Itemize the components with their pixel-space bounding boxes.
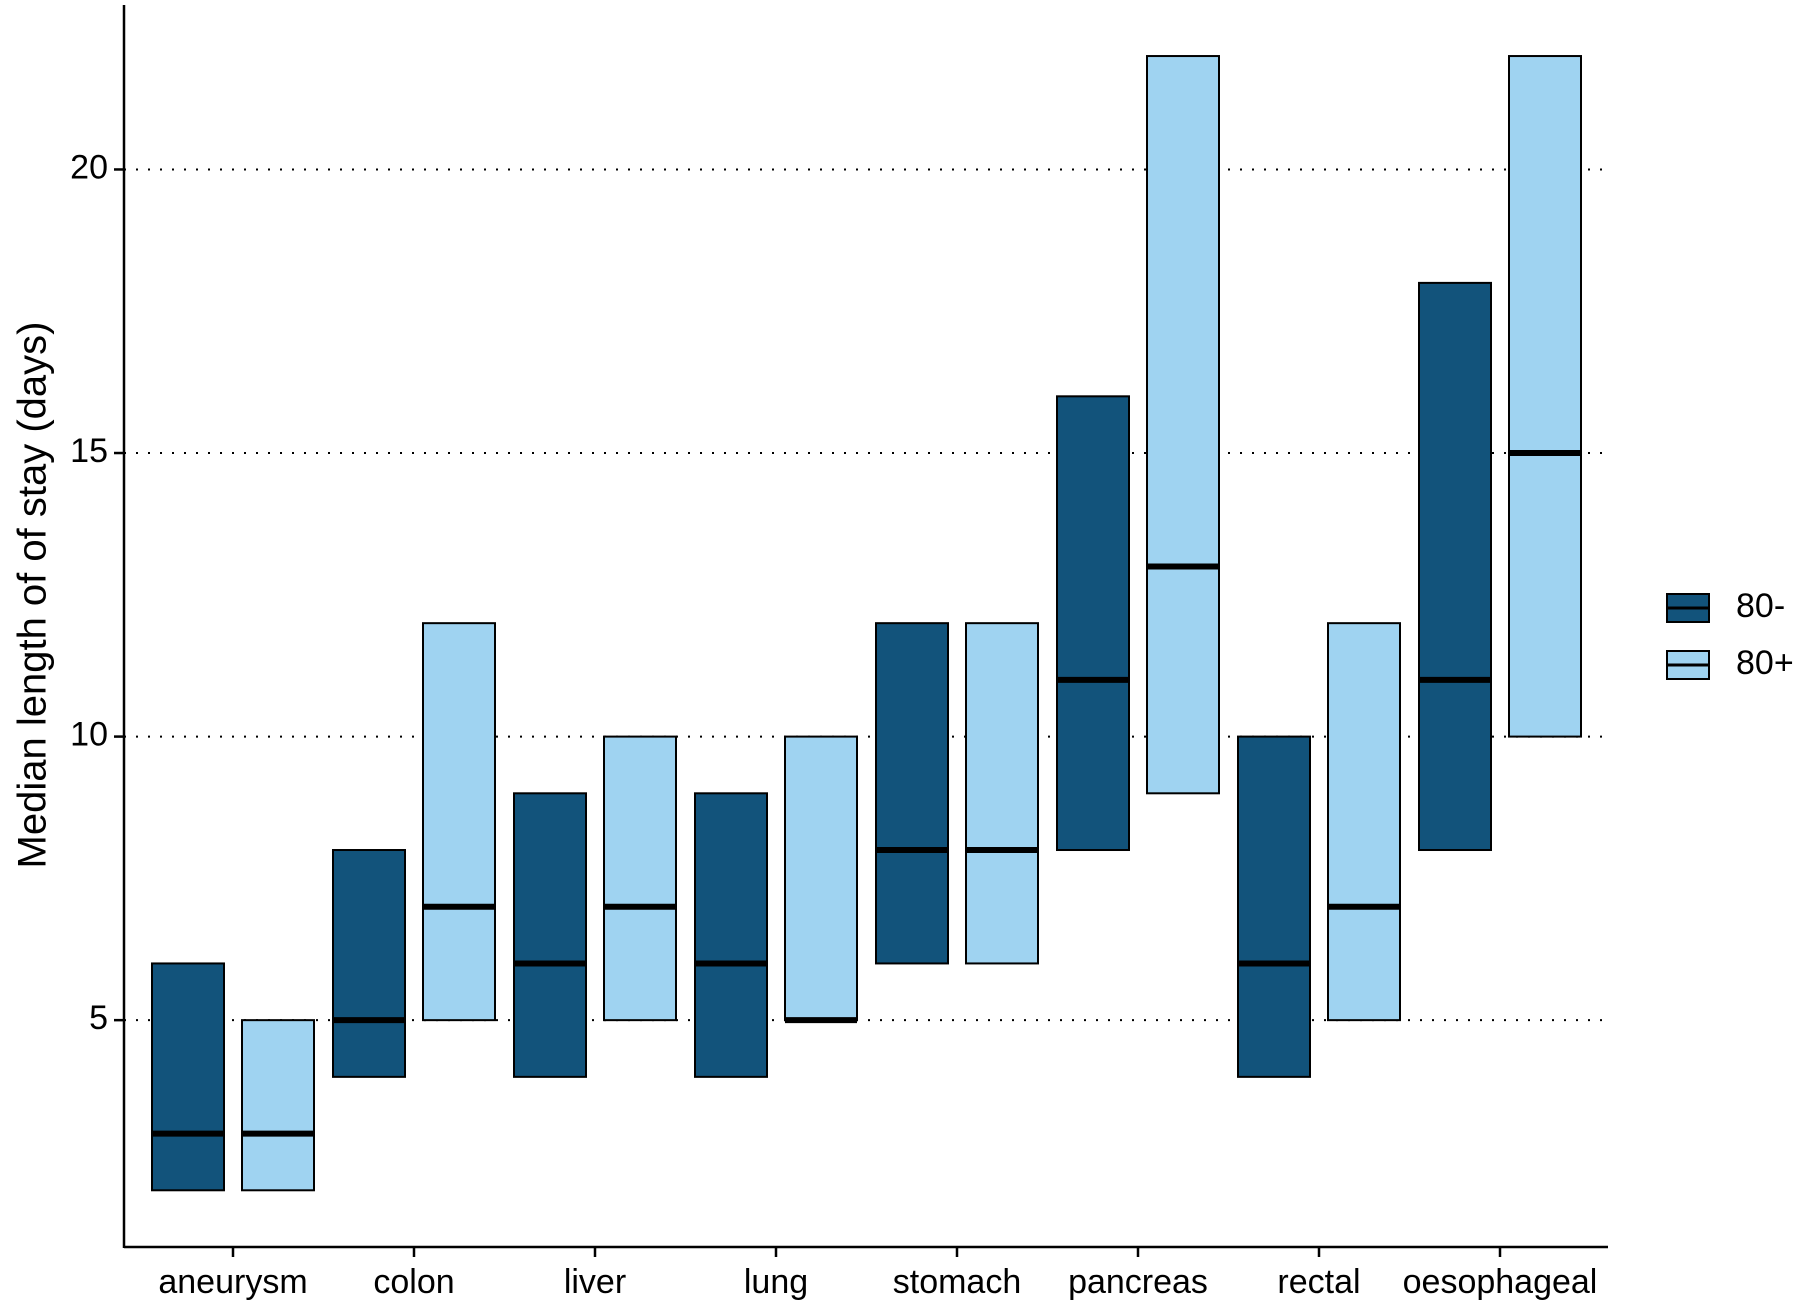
y-axis-title: Median length of of stay (days): [11, 322, 55, 869]
box-liver-80+: [603, 735, 677, 1022]
boxes: [151, 55, 1582, 1192]
y-tick-label: 5: [89, 999, 108, 1037]
legend-item-80+: 80+: [1666, 644, 1794, 682]
x-tick-label-pancreas: pancreas: [1068, 1263, 1208, 1301]
y-tick-label: 10: [70, 716, 108, 754]
box-aneurysm-80+: [241, 1019, 315, 1192]
box-stomach-80+: [965, 622, 1039, 965]
x-tick-label-rectal: rectal: [1277, 1263, 1360, 1301]
box-oesophageal-80+: [1508, 55, 1582, 738]
box-pancreas-80+: [1146, 55, 1220, 795]
x-tick-label-liver: liver: [564, 1263, 626, 1301]
box-lung-80+: [784, 735, 858, 1022]
box-colon-80-: [332, 849, 406, 1078]
legend-label: 80+: [1736, 644, 1794, 682]
y-tick-label: 15: [70, 432, 108, 470]
legend: 80- 80+: [1666, 587, 1794, 682]
y-ticks: 5 10 15 20: [70, 148, 124, 1037]
box-lung-80-: [694, 792, 768, 1078]
box-colon-80+: [422, 622, 496, 1022]
axes: [122, 5, 1608, 1249]
box-stomach-80-: [875, 622, 949, 965]
box-pancreas-80-: [1056, 395, 1130, 852]
box-rectal-80-: [1237, 735, 1311, 1078]
x-tick-label-aneurysm: aneurysm: [158, 1263, 307, 1301]
x-tick-label-colon: colon: [373, 1263, 454, 1301]
y-tick-label: 20: [70, 148, 108, 186]
x-tick-label-lung: lung: [744, 1263, 808, 1301]
x-tick-label-oesophageal: oesophageal: [1403, 1263, 1598, 1301]
x-tick-label-stomach: stomach: [893, 1263, 1022, 1301]
box-rectal-80+: [1327, 622, 1401, 1022]
box-oesophageal-80-: [1418, 281, 1492, 852]
box-liver-80-: [513, 792, 587, 1078]
box-aneurysm-80-: [151, 962, 225, 1192]
legend-item-80-: 80-: [1666, 587, 1785, 625]
x-ticks: aneurysm colon liver lung stomach pancreas rec…: [158, 1247, 1597, 1301]
legend-label: 80-: [1736, 587, 1785, 625]
